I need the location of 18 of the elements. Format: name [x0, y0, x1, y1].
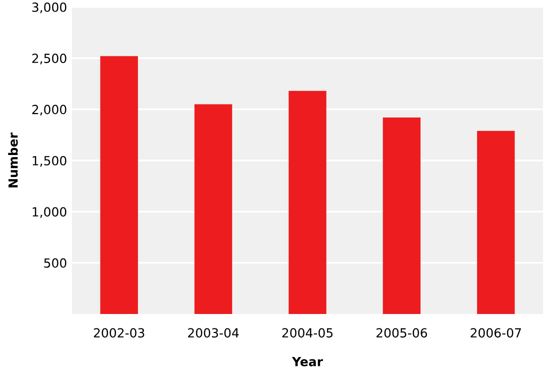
x-tick-label: 2003-04: [188, 328, 239, 338]
y-tick-label: 2,500: [32, 54, 66, 64]
x-tick-label: 2005-06: [376, 328, 428, 338]
y-tick-label: 3,000: [32, 2, 66, 14]
y-tick-label: 500: [44, 258, 66, 268]
x-tick-label: 2004-05: [282, 328, 333, 338]
bar: [288, 90, 326, 314]
x-tick-label: 2002-03: [94, 328, 144, 338]
y-tick-label: 1,000: [32, 207, 66, 218]
y-axis-title: Number: [8, 132, 18, 188]
x-tick-label: 2006-07: [470, 328, 521, 338]
bar: [477, 130, 515, 314]
x-axis-title: Year: [292, 357, 323, 366]
y-tick-label: 1,500: [32, 156, 66, 167]
y-tick-label: 2,000: [32, 104, 66, 116]
bar: [382, 118, 421, 314]
bar: [100, 56, 138, 314]
bar: [194, 104, 232, 314]
